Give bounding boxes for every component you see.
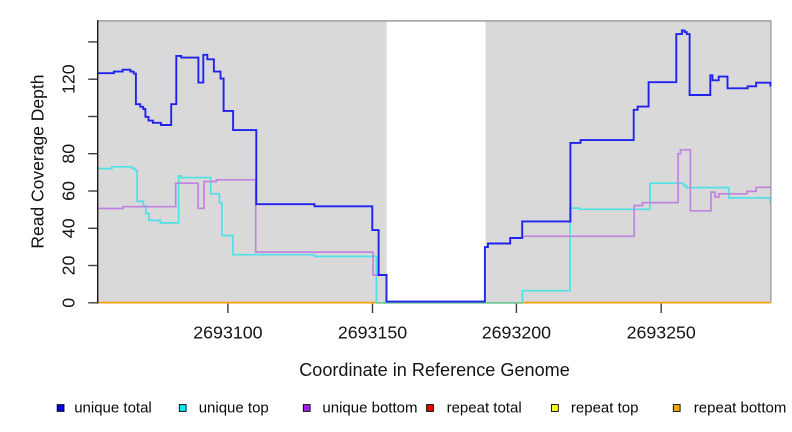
svg-text:2693250: 2693250 [627,323,696,343]
svg-text:repeat top: repeat top [571,400,639,417]
svg-text:unique bottom: unique bottom [322,400,417,417]
svg-text:Read Coverage Depth: Read Coverage Depth [28,75,48,249]
svg-text:60: 60 [59,181,79,201]
svg-text:Coordinate in Reference Genome: Coordinate in Reference Genome [299,360,570,380]
svg-text:120: 120 [59,64,79,94]
svg-text:unique top: unique top [199,400,269,417]
svg-text:repeat total: repeat total [447,400,522,417]
svg-text:unique total: unique total [74,400,152,417]
svg-text:20: 20 [59,256,79,276]
svg-text:80: 80 [59,144,79,164]
svg-text:0: 0 [59,298,79,308]
svg-text:40: 40 [59,218,79,238]
svg-text:2693100: 2693100 [193,323,262,343]
svg-text:2693200: 2693200 [482,323,551,343]
svg-text:2693150: 2693150 [338,323,407,343]
svg-text:repeat bottom: repeat bottom [694,400,787,417]
